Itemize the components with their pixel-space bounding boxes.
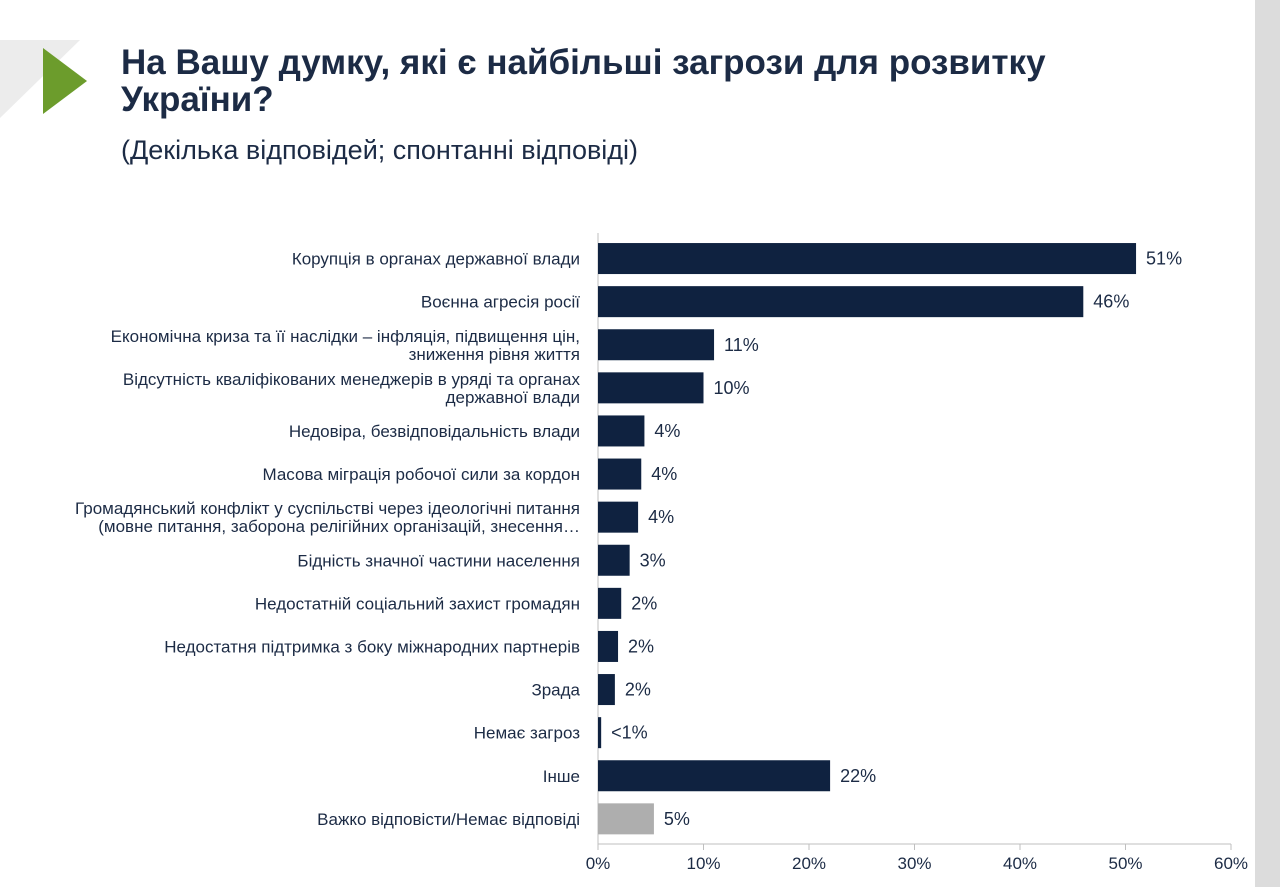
bar — [598, 760, 831, 792]
category-label: Масова міграція робочої сили за кордон — [263, 465, 581, 484]
title-line-1: На Вашу думку, які є найбільші загрози д… — [121, 43, 1046, 82]
value-label: 2% — [625, 680, 651, 700]
play-arrow-icon — [43, 48, 87, 114]
category-label: зниження рівня життя — [409, 345, 580, 364]
bar — [598, 544, 630, 576]
tick-label: 0% — [586, 854, 611, 873]
value-label: 22% — [840, 766, 876, 786]
tick-label: 50% — [1108, 854, 1142, 873]
page-edge — [1255, 0, 1280, 887]
bar — [598, 630, 619, 662]
category-label: Корупція в органах державної влади — [292, 250, 580, 269]
value-label: 2% — [628, 636, 654, 656]
category-label: Бідність значної частини населення — [297, 551, 580, 570]
bar — [598, 329, 715, 361]
title-line-2: України? — [121, 80, 274, 119]
category-label: Недостатня підтримка з боку міжнародних … — [164, 637, 580, 656]
value-label: 46% — [1093, 292, 1129, 312]
value-label: 51% — [1146, 249, 1182, 269]
bar — [598, 717, 602, 749]
category-label: Громадянський конфлікт у суспільстві чер… — [75, 499, 580, 518]
category-label: державної влади — [446, 388, 580, 407]
category-label: Немає загроз — [474, 724, 580, 743]
bar — [598, 803, 654, 835]
bar — [598, 587, 622, 619]
value-label: 2% — [631, 593, 657, 613]
tick-label: 60% — [1214, 854, 1248, 873]
bar — [598, 286, 1084, 318]
chart-title: На Вашу думку, які є найбільші загрози д… — [121, 44, 1121, 118]
bar — [598, 458, 642, 490]
tick-label: 30% — [897, 854, 931, 873]
category-label: Важко відповісти/Немає відповіді — [317, 810, 580, 829]
value-label: 4% — [648, 507, 674, 527]
value-label: 4% — [651, 464, 677, 484]
category-label: Недостатній соціальний захист громадян — [255, 594, 580, 613]
value-label: <1% — [611, 723, 648, 743]
value-label: 3% — [640, 550, 666, 570]
tick-label: 20% — [792, 854, 826, 873]
tick-label: 10% — [686, 854, 720, 873]
category-label: Зрада — [531, 681, 580, 700]
value-label: 11% — [724, 335, 759, 355]
bar — [598, 674, 615, 706]
corner-decoration — [0, 40, 87, 118]
corner-shadow-triangle — [0, 40, 80, 118]
bar — [598, 501, 639, 533]
value-label: 4% — [654, 421, 680, 441]
value-label: 5% — [664, 809, 690, 829]
bar — [598, 243, 1137, 275]
chart-subtitle: (Декілька відповідей; спонтанні відповід… — [121, 135, 639, 165]
bar — [598, 372, 704, 404]
category-label: Недовіра, безвідповідальність влади — [289, 422, 580, 441]
bar — [598, 415, 645, 447]
category-label: Воєнна агресія росії — [421, 293, 580, 312]
category-label: Інше — [543, 767, 580, 786]
category-label: Відсутність кваліфікованих менеджерів в … — [123, 370, 581, 389]
category-label: (мовне питання, заборона релігійних орга… — [98, 517, 580, 536]
value-label: 10% — [714, 378, 750, 398]
category-label: Економічна криза та її наслідки – інфляц… — [111, 327, 580, 346]
tick-label: 40% — [1003, 854, 1037, 873]
